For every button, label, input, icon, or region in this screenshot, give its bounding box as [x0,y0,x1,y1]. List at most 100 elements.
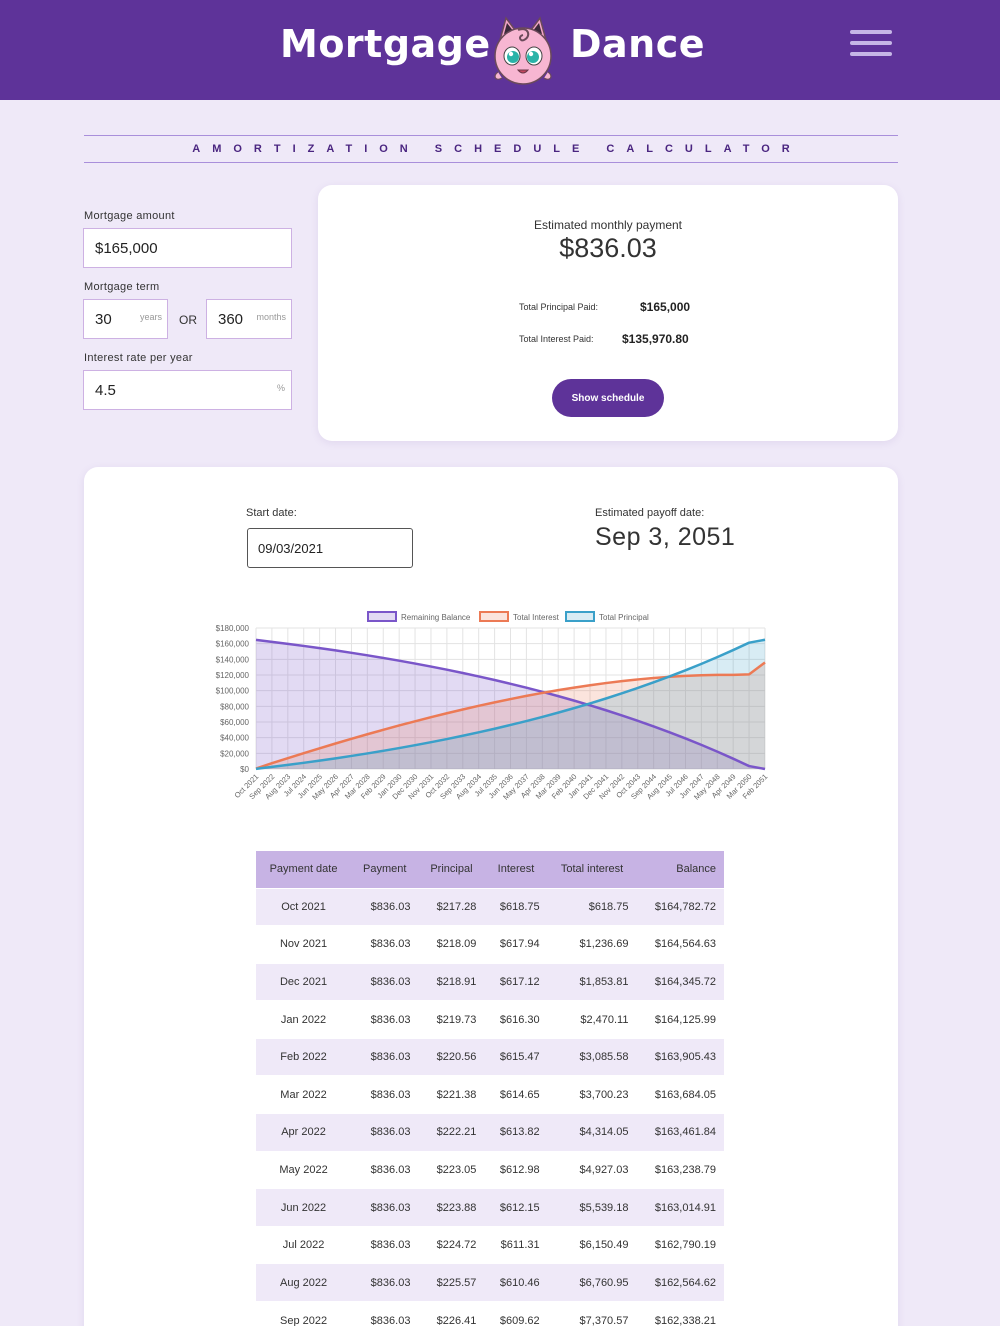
table-cell: $612.98 [484,1150,548,1189]
table-cell: $6,150.49 [547,1225,637,1264]
table-cell: $7,370.57 [547,1301,637,1326]
months-unit-label: months [256,312,286,322]
legend-label: Total Interest [513,613,560,622]
series-area [256,639,765,769]
term-months-input[interactable] [207,300,291,338]
table-cell: $162,338.21 [636,1301,724,1326]
y-tick-label: $40,000 [220,734,249,743]
table-cell: $612.15 [484,1188,548,1227]
page-subtitle: AMORTIZATION SCHEDULE CALCULATOR [84,135,898,163]
table-cell: Oct 2021 [256,887,352,926]
total-interest-label: Total Interest Paid: [519,334,594,344]
table-cell: Jul 2022 [256,1225,352,1264]
table-row: Oct 2021 $836.03 $217.28 $618.75 $618.75 $164… [256,887,724,926]
interest-rate-input[interactable] [84,371,291,409]
table-cell: $836.03 [351,962,419,1001]
table-cell: $613.82 [484,1113,548,1152]
table-cell: $836.03 [351,1225,419,1264]
table-cell: $163,238.79 [636,1150,724,1189]
interest-rate-field[interactable]: % [83,370,292,410]
years-unit-label: years [139,312,162,322]
table-cell: $614.65 [484,1075,548,1114]
table-cell: $225.57 [418,1263,485,1302]
term-years-field[interactable]: years [83,299,168,339]
table-row: Aug 2022 $836.03 $225.57 $610.46 $6,760.95 $1… [256,1263,724,1302]
site-header: Mortgage Dance [0,0,1000,100]
table-row: Dec 2021 $836.03 $218.91 $617.12 $1,853.81 $1… [256,962,724,1001]
payoff-date-value: Sep 3, 2051 [595,523,736,551]
table-cell: $2,470.11 [547,1000,637,1039]
brand-word-left: Mortgage [280,22,491,66]
table-cell: $223.05 [418,1150,485,1189]
jigglypuff-mascot-icon [494,16,552,85]
start-date-input[interactable] [248,529,412,567]
table-cell: $218.09 [418,925,485,964]
table-cell: Jun 2022 [256,1188,352,1227]
table-cell: $836.03 [351,887,419,926]
y-tick-label: $180,000 [216,624,250,633]
table-cell: $3,700.23 [547,1075,637,1114]
table-row: May 2022 $836.03 $223.05 $612.98 $4,927.03 $1… [256,1150,724,1189]
table-cell: Mar 2022 [256,1075,352,1114]
table-cell: $223.88 [418,1188,485,1227]
y-tick-label: $140,000 [216,655,250,664]
term-years-input[interactable] [84,300,167,338]
legend-label: Remaining Balance [401,613,471,622]
table-cell: $217.28 [418,887,485,926]
series-line [255,638,766,771]
table-row: Nov 2021 $836.03 $218.09 $617.94 $1,236.69 $1… [256,925,724,964]
y-tick-label: $0 [240,765,249,774]
table-cell: $224.72 [418,1225,485,1264]
table-cell: May 2022 [256,1150,352,1189]
series-area [256,639,765,769]
hamburger-menu-icon[interactable] [850,30,894,60]
table-cell: $836.03 [351,925,419,964]
brand-logo[interactable]: Mortgage Dance [280,14,720,86]
total-interest-value: $135,970.80 [622,332,689,346]
total-principal-value: $165,000 [640,300,691,314]
table-cell: $617.94 [484,925,548,964]
term-months-field[interactable]: months [206,299,292,339]
table-cell: $836.03 [351,1037,419,1076]
table-row: Apr 2022 $836.03 $222.21 $613.82 $4,314.05 $1… [256,1113,724,1152]
table-cell: Nov 2021 [256,925,352,964]
y-tick-label: $100,000 [216,687,250,696]
column-header: Payment [351,851,419,888]
y-tick-label: $60,000 [220,718,249,727]
y-tick-label: $120,000 [216,671,250,680]
table-cell: $220.56 [418,1037,485,1076]
start-date-label: Start date: [246,507,297,519]
table-header-row: Payment date Payment Principal Interest Tota… [256,851,724,888]
table-cell: Sep 2022 [256,1301,352,1326]
table-cell: $163,684.05 [636,1075,724,1114]
table-cell: $164,345.72 [636,962,724,1001]
mortgage-amount-field[interactable] [83,228,292,268]
table-cell: $836.03 [351,1150,419,1189]
series-line [255,661,766,770]
table-cell: $218.91 [418,962,485,1001]
table-cell: $611.31 [484,1225,548,1264]
table-cell: $4,314.05 [547,1113,637,1152]
table-cell: $219.73 [418,1000,485,1039]
table-cell: $836.03 [351,1188,419,1227]
payment-summary-card: Estimated monthly payment $836.03 Total … [318,185,898,441]
total-principal-label: Total Principal Paid: [519,302,599,312]
show-schedule-button[interactable]: Show schedule [552,379,664,417]
percent-unit-label: % [276,383,285,393]
table-cell: Dec 2021 [256,962,352,1001]
legend-swatch [479,611,509,622]
amortization-chart: $180,000 $160,000 $140,000 $120,000 $100,000… [216,611,769,802]
mortgage-amount-input[interactable] [84,229,291,267]
table-cell: Jan 2022 [256,1000,352,1039]
brand-word-right: Dance [570,22,706,66]
y-tick-label: $20,000 [220,749,249,758]
or-label: OR [179,313,197,327]
table-cell: $162,564.62 [636,1263,724,1302]
amortization-schedule-table: Payment date Payment Principal Interest Tota… [256,851,724,1326]
column-header: Total interest [547,851,637,888]
table-row: Jun 2022 $836.03 $223.88 $612.15 $5,539.18 $1… [256,1188,724,1227]
table-row: Sep 2022 $836.03 $226.41 $609.62 $7,370.57 $1… [256,1301,724,1326]
table-cell: $6,760.95 [547,1263,637,1302]
table-cell: $618.75 [547,887,637,926]
start-date-field[interactable] [247,528,413,568]
